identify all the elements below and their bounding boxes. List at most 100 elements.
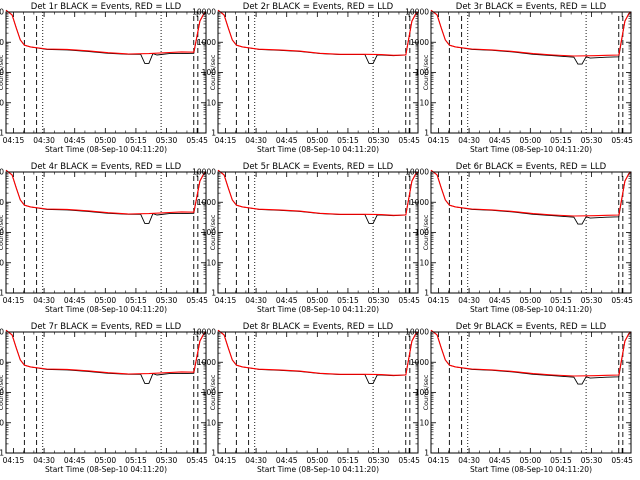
x-tick-label: 05:30 [581, 296, 603, 305]
x-tick-label: 04:15 [3, 456, 25, 465]
y-tick-label: 1000 [0, 358, 4, 367]
y-tick-label: 1000 [410, 358, 429, 367]
x-axis-label: Start Time (08-Sep-10 04:11:20) [257, 465, 379, 474]
y-axis-label: Counts/sec [0, 374, 5, 410]
x-tick-label: 05:15 [125, 296, 147, 305]
x-tick-label: 05:00 [95, 136, 117, 145]
x-tick-label: 05:45 [611, 456, 633, 465]
y-tick-label: 1000 [197, 198, 216, 207]
chart-panel-1: Det 1r BLACK = Events, RED = LLD Counts/s… [0, 2, 208, 154]
x-tick-label: 04:30 [458, 136, 480, 145]
y-axis-label: Counts/sec [0, 54, 5, 90]
x-tick-label: 05:15 [337, 456, 359, 465]
y-axis-label: Counts/sec [0, 214, 5, 250]
x-tick-label: 05:00 [95, 296, 117, 305]
chart-panel-7: Det 7r BLACK = Events, RED = LLD Counts/s… [0, 322, 208, 474]
x-tick-label: 05:30 [156, 296, 178, 305]
y-tick-label: 10 [0, 98, 4, 107]
series-line-lld [5, 9, 207, 55]
y-tick-label: 10 [419, 258, 429, 267]
chart-title: Det 4r BLACK = Events, RED = LLD [31, 162, 182, 172]
x-tick-label: 05:45 [186, 296, 208, 305]
x-tick-label: 04:15 [428, 136, 450, 145]
y-axis-label: Counts/sec [209, 54, 217, 90]
y-tick-label: 1 [0, 129, 4, 138]
y-tick-label: 10000 [405, 328, 429, 337]
x-tick-label: 05:45 [186, 456, 208, 465]
y-tick-label: 10 [419, 98, 429, 107]
x-tick-label: 04:30 [245, 296, 267, 305]
x-tick-label: 05:30 [156, 456, 178, 465]
plot-frame [217, 11, 419, 134]
chart-title: Det 9r BLACK = Events, RED = LLD [456, 322, 607, 332]
x-tick-label: 05:15 [337, 136, 359, 145]
y-tick-label: 10 [206, 258, 216, 267]
x-tick-label: 05:15 [125, 136, 147, 145]
plot-frame [5, 331, 207, 454]
y-tick-label: 10000 [0, 8, 4, 17]
y-tick-label: 1000 [0, 38, 4, 47]
x-tick-label: 05:30 [156, 136, 178, 145]
chart-title: Det 2r BLACK = Events, RED = LLD [243, 2, 394, 12]
x-tick-label: 04:15 [428, 296, 450, 305]
y-tick-label: 1000 [0, 198, 4, 207]
chart-title: Det 1r BLACK = Events, RED = LLD [31, 2, 182, 12]
series-line-events [5, 329, 207, 384]
chart-panel-8: Det 8r BLACK = Events, RED = LLD Counts/s… [192, 322, 420, 474]
y-tick-label: 10 [0, 258, 4, 267]
x-tick-label: 05:00 [520, 296, 542, 305]
y-tick-label: 1 [211, 129, 216, 138]
x-tick-label: 05:45 [186, 136, 208, 145]
y-tick-label: 10000 [192, 168, 216, 177]
x-tick-label: 04:15 [215, 296, 237, 305]
y-tick-label: 100 [0, 228, 4, 237]
y-tick-label: 10 [0, 418, 4, 427]
chart-panel-2: Det 2r BLACK = Events, RED = LLD Counts/s… [192, 2, 420, 154]
x-tick-label: 05:45 [398, 296, 420, 305]
y-axis-label: Counts/sec [209, 374, 217, 410]
y-tick-label: 100 [202, 388, 217, 397]
chart-title: Det 7r BLACK = Events, RED = LLD [31, 322, 182, 332]
y-tick-label: 1000 [410, 38, 429, 47]
x-tick-label: 04:30 [245, 136, 267, 145]
x-tick-label: 05:00 [520, 136, 542, 145]
y-tick-label: 10000 [0, 168, 4, 177]
x-tick-label: 05:15 [550, 136, 572, 145]
y-axis-label: Counts/sec [422, 54, 430, 90]
y-tick-label: 1 [424, 449, 429, 458]
y-axis-label: Counts/sec [209, 214, 217, 250]
x-tick-label: 05:45 [611, 296, 633, 305]
series-line-events [5, 169, 207, 224]
x-tick-label: 05:45 [398, 136, 420, 145]
x-tick-label: 04:15 [3, 136, 25, 145]
x-tick-label: 04:30 [33, 296, 55, 305]
y-tick-label: 1 [424, 129, 429, 138]
x-tick-label: 05:15 [125, 456, 147, 465]
x-tick-label: 05:15 [550, 296, 572, 305]
y-tick-label: 10000 [0, 328, 4, 337]
x-tick-label: 05:30 [581, 136, 603, 145]
y-tick-label: 10000 [192, 328, 216, 337]
x-tick-label: 05:00 [307, 136, 329, 145]
y-tick-label: 100 [202, 68, 217, 77]
x-axis-label: Start Time (08-Sep-10 04:11:20) [470, 145, 592, 154]
x-tick-label: 05:00 [307, 296, 329, 305]
plot-frame [217, 331, 419, 454]
x-tick-label: 04:15 [3, 296, 25, 305]
plot-frame [5, 11, 207, 134]
x-tick-label: 05:15 [550, 456, 572, 465]
y-tick-label: 10000 [405, 8, 429, 17]
x-tick-label: 04:45 [489, 456, 511, 465]
y-tick-label: 10 [206, 98, 216, 107]
y-tick-label: 1 [0, 289, 4, 298]
y-tick-label: 1 [211, 449, 216, 458]
x-tick-label: 04:30 [245, 456, 267, 465]
chart-panel-6: Det 6r BLACK = Events, RED = LLD Counts/s… [405, 162, 633, 314]
series-line-lld [430, 329, 632, 377]
chart-title: Det 3r BLACK = Events, RED = LLD [456, 2, 607, 12]
x-tick-label: 05:30 [581, 456, 603, 465]
x-tick-label: 05:30 [368, 136, 390, 145]
y-tick-label: 1000 [410, 198, 429, 207]
x-tick-label: 05:45 [398, 456, 420, 465]
y-tick-label: 10 [206, 418, 216, 427]
